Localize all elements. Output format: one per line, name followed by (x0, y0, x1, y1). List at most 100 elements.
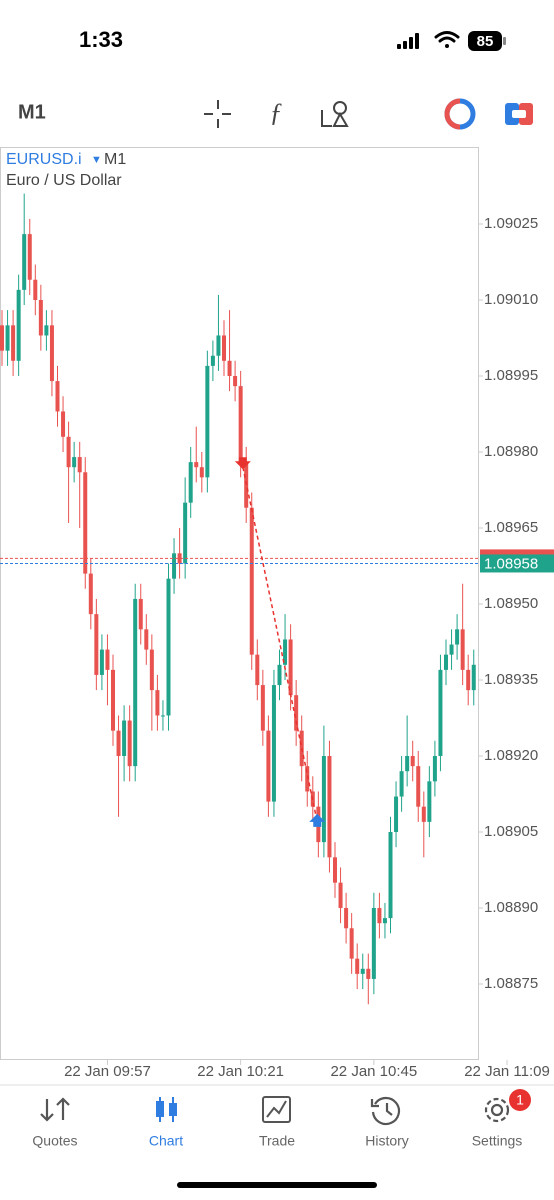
nav-quotes[interactable]: Quotes (32, 1133, 77, 1149)
candle-body (466, 669, 471, 691)
candle-body (0, 325, 4, 351)
x-tick-label: 22 Jan 09:57 (64, 1063, 151, 1080)
candle-body (460, 629, 465, 670)
y-tick-label: 1.08905 (484, 823, 538, 840)
battery-level: 85 (477, 33, 494, 50)
candle-body (88, 573, 93, 615)
candle-body (216, 335, 221, 356)
y-tick-label: 1.08995 (484, 367, 538, 384)
candle-body (194, 462, 199, 468)
candle-body (416, 766, 421, 807)
x-tick-label: 22 Jan 11:09 (464, 1063, 550, 1080)
status-time: 1:33 (79, 27, 123, 52)
candle-body (94, 614, 99, 675)
candle-body (199, 467, 204, 478)
settings-badge (509, 1089, 531, 1111)
candle-body (227, 360, 232, 376)
chart-frame (0, 147, 479, 1060)
battery-icon (468, 31, 502, 51)
candle-body (166, 578, 171, 716)
y-tick-label: 1.09010 (484, 291, 538, 308)
candle-body (449, 644, 454, 655)
candle-body (427, 781, 432, 822)
candle-body (371, 908, 376, 979)
nav-trade[interactable]: Trade (259, 1133, 295, 1149)
settings-badge-count: 1 (516, 1092, 524, 1108)
candle-body (294, 695, 299, 731)
objects-button[interactable] (321, 101, 349, 127)
x-tick-label: 22 Jan 10:21 (197, 1063, 284, 1080)
candle-body (255, 654, 260, 686)
nav-settings[interactable]: Settings (472, 1133, 523, 1149)
candle-body (160, 715, 165, 717)
candle-body (149, 649, 154, 691)
one-click-trading-button[interactable] (444, 98, 476, 130)
candle-body (260, 685, 265, 731)
candle-body (99, 649, 104, 675)
candle-body (127, 720, 132, 767)
candle-body (438, 669, 443, 756)
x-tick-label: 22 Jan 10:45 (330, 1063, 417, 1080)
candle-body (5, 325, 10, 351)
candle-body (72, 457, 77, 468)
candle-body (266, 730, 271, 802)
candle-body (410, 756, 415, 767)
candle-body (338, 882, 343, 908)
trade-path (242, 467, 318, 823)
timeframe-button[interactable]: M1 (18, 101, 46, 123)
symbol-name[interactable]: EURUSD.i (6, 151, 82, 168)
candle-body (432, 756, 437, 782)
candle-body (77, 457, 82, 473)
candle-body (444, 654, 448, 670)
trade-button[interactable] (505, 103, 533, 125)
trade-icon (262, 1096, 291, 1123)
bid-label: 1.08958 (484, 555, 538, 572)
candle-body (327, 756, 332, 858)
candle-body (122, 720, 127, 756)
candle-body (49, 325, 54, 382)
candle-body (188, 462, 193, 503)
candle-body (421, 806, 426, 822)
candle-body (44, 325, 49, 336)
candle-body (144, 629, 149, 650)
candle-body (277, 664, 282, 686)
candle-body (382, 918, 387, 924)
candle-body (366, 968, 371, 979)
candle-body (355, 958, 360, 974)
candle-body (344, 908, 349, 929)
candle-body (238, 386, 243, 463)
settings-icon (484, 1097, 510, 1123)
candle-body (105, 649, 110, 670)
candle-body (38, 300, 43, 336)
nav-history[interactable]: History (365, 1133, 409, 1149)
candle-body (471, 664, 476, 691)
candle-body (233, 376, 238, 387)
chart-timeframe: M1 (104, 151, 126, 168)
candle-body (394, 796, 399, 832)
candle-body (66, 436, 71, 468)
candle-body (321, 756, 326, 843)
bid-label-bg (480, 554, 554, 573)
chart-icon (156, 1097, 177, 1122)
candle-body (222, 335, 226, 361)
candle-body (244, 462, 249, 508)
y-tick-label: 1.08890 (484, 899, 538, 916)
candle-body (11, 325, 16, 361)
candle-body (399, 771, 404, 797)
symbol-dropdown[interactable]: ▼ (91, 154, 102, 166)
y-tick-label: 1.08935 (484, 671, 538, 688)
candle-body (305, 766, 310, 792)
symbol-description: Euro / US Dollar (6, 172, 122, 189)
chart (0, 193, 479, 1005)
candle-body (360, 968, 365, 974)
indicators-button[interactable]: ƒ (270, 98, 283, 127)
y-tick-label: 1.08980 (484, 443, 538, 460)
crosshair-button[interactable] (204, 100, 231, 128)
candle-body (116, 730, 121, 756)
signal-icon (397, 33, 419, 49)
nav-chart[interactable]: Chart (149, 1133, 183, 1149)
candle-body (111, 669, 115, 731)
